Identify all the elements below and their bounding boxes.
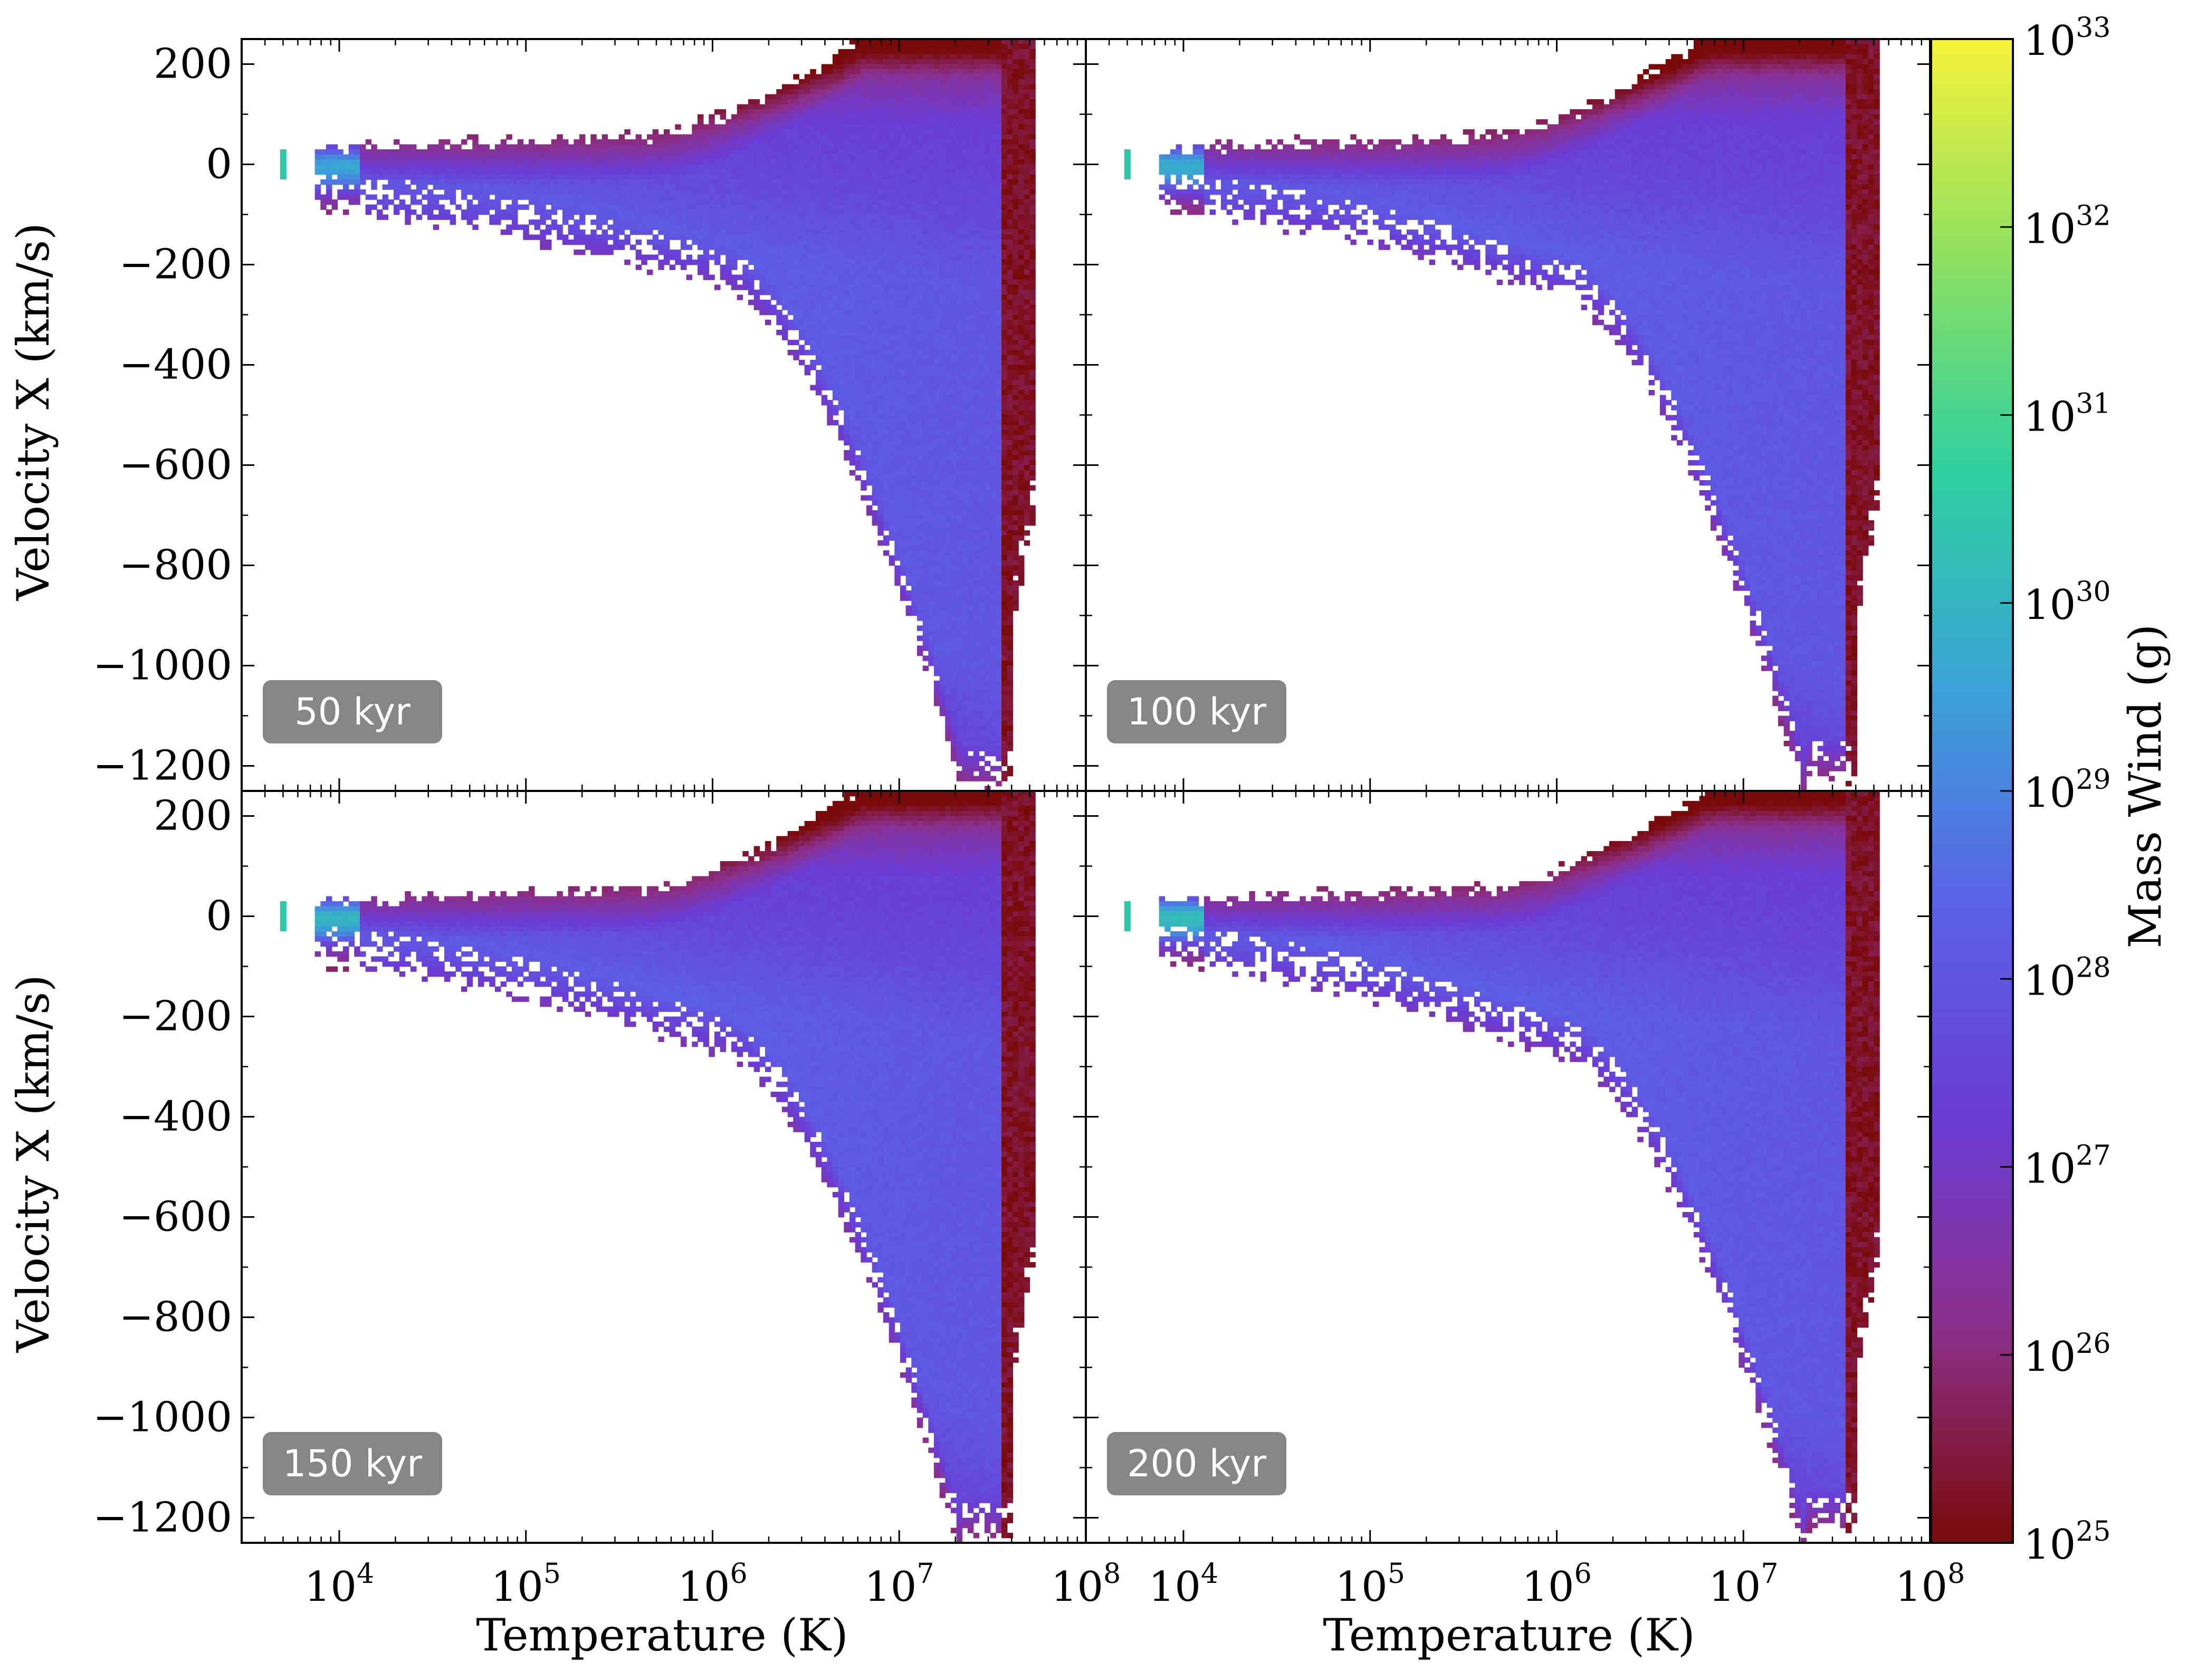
time-badge-label: 50 kyr [294, 690, 410, 733]
time-badge: 50 kyr [263, 680, 442, 743]
x-tick-label: 108 [1051, 1558, 1121, 1611]
colorbar-tick-label: 1027 [2023, 1140, 2110, 1193]
x-tick-label: 108 [1895, 1558, 1965, 1611]
time-badge-box [263, 680, 442, 743]
colorbar-tick-label: 1032 [2023, 200, 2110, 253]
x-tick-label: 106 [1522, 1558, 1591, 1611]
y-tick-label: −800 [119, 542, 232, 589]
x-tick-label: 107 [1708, 1558, 1778, 1611]
y-tick-label: 200 [154, 793, 232, 840]
heatmap-panel [242, 791, 1086, 1543]
colorbar-tick-label: 1030 [2023, 576, 2110, 629]
colorbar: 1025 1026 1027 1028 1029 1030 1031 1032 1033 [1930, 12, 2110, 1569]
x-tick-label: 104 [304, 1558, 374, 1611]
time-badge-label: 100 kyr [1127, 690, 1266, 733]
y-tick-label: −200 [119, 241, 232, 289]
x-tick-label: 107 [864, 1558, 934, 1611]
cold-gas-mark [1124, 149, 1131, 179]
colorbar-tick-label: 1028 [2023, 952, 2110, 1005]
y-axis-label-top: Velocity X (km/s) [7, 223, 59, 601]
y-axis-label-bottom: Velocity X (km/s) [7, 975, 59, 1353]
heatmap-panel [242, 39, 1086, 791]
y-tick-label: −1000 [93, 1394, 232, 1442]
y-tick-label: −1000 [93, 642, 232, 690]
colorbar-tick-label: 1025 [2023, 1516, 2110, 1569]
time-badge-label: 200 kyr [1127, 1442, 1266, 1485]
y-tick-label: 200 [154, 41, 232, 88]
heatmap-panel [1086, 39, 1930, 791]
x-axis-label-right: Temperature (K) [1323, 1609, 1695, 1661]
time-badge-box [1107, 1432, 1286, 1495]
y-tick-label: −200 [119, 993, 232, 1041]
y-tick-label: −600 [119, 1194, 232, 1241]
y-tick-label: −1200 [93, 742, 232, 790]
time-badge-box [1107, 680, 1286, 743]
x-tick-label: 106 [677, 1558, 747, 1611]
time-badge-label: 150 kyr [283, 1442, 422, 1485]
cold-gas-mark [280, 149, 286, 179]
colorbar-label: Mass Wind (g) [2119, 624, 2171, 949]
y-tick-label: −1200 [93, 1494, 232, 1542]
x-axis-label-left: Temperature (K) [476, 1609, 848, 1661]
colorbar-tick-label: 1026 [2023, 1328, 2110, 1381]
heatmap-panel [1086, 791, 1930, 1543]
y-tick-label: 0 [206, 893, 232, 940]
y-tick-label: −400 [119, 1093, 232, 1141]
y-tick-label: −400 [119, 341, 232, 389]
colorbar-gradient [1930, 38, 2014, 1544]
time-badge-box [263, 1432, 442, 1495]
panels-layer: 50 kyr 100 kyr 150 kyr 200 kyr [242, 39, 1930, 1543]
colorbar-tick-label: 1029 [2023, 764, 2110, 817]
x-tick-label: 105 [1335, 1558, 1405, 1611]
x-tick-label: 105 [491, 1558, 561, 1611]
colorbar-tick-label: 1033 [2023, 12, 2110, 65]
time-badge: 200 kyr [1107, 1432, 1286, 1495]
cold-gas-mark [280, 901, 286, 931]
colorbar-tick-label: 1031 [2023, 388, 2110, 441]
time-badge: 100 kyr [1107, 680, 1286, 743]
y-tick-label: 0 [206, 141, 232, 188]
y-tick-label: −600 [119, 442, 232, 489]
time-badge: 150 kyr [263, 1432, 442, 1495]
cold-gas-mark [1124, 901, 1131, 931]
y-tick-label: −800 [119, 1294, 232, 1341]
x-tick-label: 104 [1149, 1558, 1218, 1611]
